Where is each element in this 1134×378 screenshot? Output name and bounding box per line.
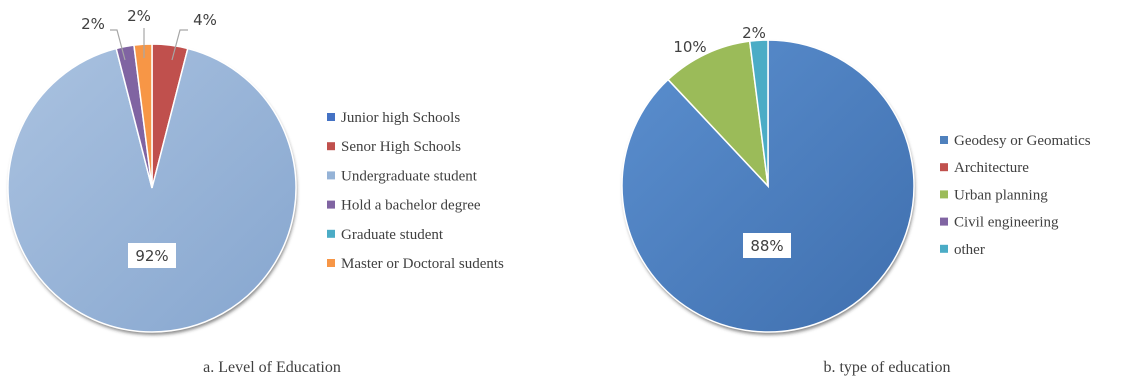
leader-line-hold-a-bachelor-degree: [110, 29, 126, 61]
legend-level-of-education: Junior high Schools Senor High Schools Und…: [327, 110, 504, 272]
legend-swatch-civil-engineering: [940, 217, 948, 226]
legend-label-hold-a-bachelor-degree: Hold a bachelor degree: [341, 198, 481, 214]
legend-swatch-master-or-doctoral-sudents: [327, 259, 335, 267]
legend-label-other: other: [954, 242, 985, 258]
legend-swatch-undergraduate-student: [327, 171, 335, 180]
legend-label-civil-engineering: Civil engineering: [954, 215, 1059, 231]
legend-swatch-other: [940, 244, 948, 253]
legend-label-undergraduate-student: Undergraduate student: [341, 168, 478, 184]
leader-line-senor-high-schools: [171, 29, 188, 61]
legend-label-geodesy-or-geomatics: Geodesy or Geomatics: [954, 133, 1091, 149]
data-label-undergraduate-student: 92%: [135, 247, 168, 265]
pie-chart-level-of-education: 4% 92% 2% 2%: [7, 7, 297, 333]
data-label-box: [128, 243, 176, 268]
legend-swatch-hold-a-bachelor-degree: [327, 200, 335, 209]
data-label-geodesy-or-geomatics: 88%: [750, 237, 783, 255]
legend-label-junior-high-schools: Junior high Schools: [341, 110, 460, 126]
data-label-master-or-doctoral-sudents: 2%: [127, 7, 151, 25]
pie-slice-urban-planning: [666, 40, 770, 189]
data-label-senor-high-schools: 4%: [193, 11, 217, 29]
legend-label-architecture: Architecture: [954, 160, 1029, 176]
pie-chart-type-of-education: 88% 10% 2%: [621, 24, 915, 333]
legend-swatch-urban-planning: [940, 190, 948, 199]
legend-swatch-geodesy-or-geomatics: [940, 136, 948, 144]
data-label-box: [743, 233, 791, 258]
pie-slice-undergraduate-student: [7, 47, 297, 333]
caption-level-of-education: a. Level of Education: [203, 359, 341, 376]
pie-slice-other: [748, 39, 769, 187]
legend-type-of-education: Geodesy or Geomatics Architecture Urban pl…: [940, 133, 1091, 258]
legend-swatch-graduate-student: [327, 229, 335, 238]
pie-slice-master-or-doctoral-sudents: [133, 43, 153, 189]
legend-swatch-junior-high-schools: [327, 113, 335, 121]
legend-label-graduate-student: Graduate student: [341, 227, 444, 243]
data-label-hold-a-bachelor-degree: 2%: [81, 15, 105, 33]
data-label-other: 2%: [742, 24, 766, 42]
legend-label-master-or-doctoral-sudents: Master or Doctoral sudents: [341, 256, 504, 272]
data-label-urban-planning: 10%: [673, 38, 706, 56]
caption-type-of-education: b. type of education: [823, 359, 950, 376]
legend-label-urban-planning: Urban planning: [954, 187, 1048, 203]
legend-swatch-architecture: [940, 163, 948, 172]
legend-label-senor-high-schools: Senor High Schools: [341, 139, 461, 155]
legend-swatch-senor-high-schools: [327, 142, 335, 151]
